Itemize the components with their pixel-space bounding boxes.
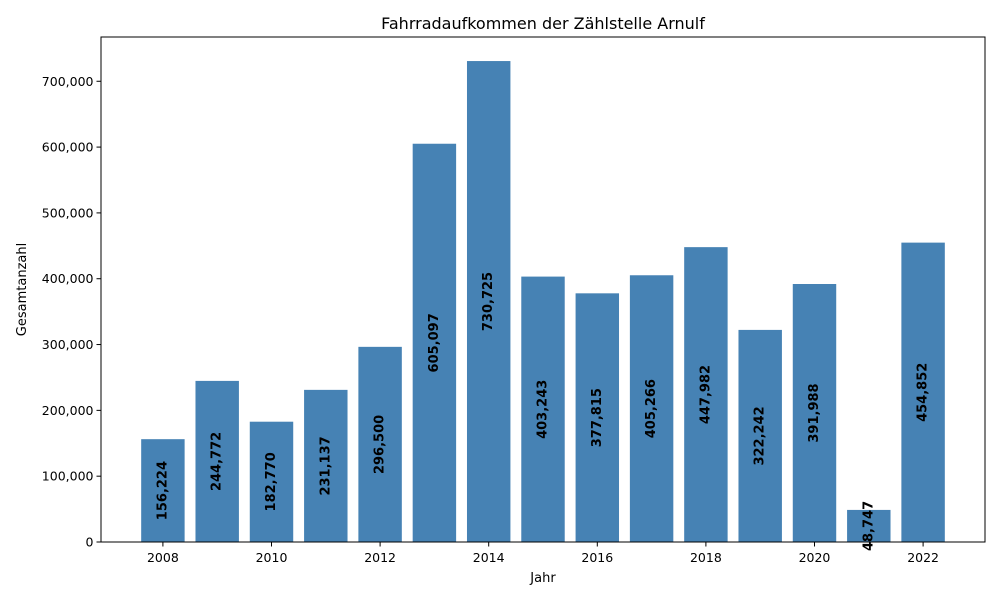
y-tick-label: 200,000: [42, 403, 94, 418]
bar-2009: [195, 380, 239, 542]
x-tick-label: 2012: [364, 550, 396, 565]
x-tick-label: 2018: [690, 550, 722, 565]
x-tick-label: 2022: [907, 550, 939, 565]
x-axis-title: Jahr: [529, 571, 556, 586]
x-tick-label: 2008: [147, 550, 179, 565]
bar-2015: [521, 276, 565, 542]
bar-value-label-2016: 377,815: [590, 388, 605, 447]
bars-group: [141, 61, 945, 543]
bar-value-label-2022: 454,852: [916, 363, 931, 422]
chart-title: Fahrradaufkommen der Zählstelle Arnulf: [381, 14, 705, 33]
bar-2018: [684, 247, 728, 542]
bar-value-label-2021: 48,747: [861, 501, 876, 551]
bar-value-label-2011: 231,137: [318, 436, 333, 495]
bar-value-label-2020: 391,988: [807, 383, 822, 442]
bar-value-label-2008: 156,224: [155, 461, 170, 520]
bar-2011: [304, 389, 348, 542]
bar-value-label-2019: 322,242: [753, 406, 768, 465]
bar-value-label-2017: 405,266: [644, 379, 659, 438]
bar-value-label-2015: 403,243: [536, 380, 551, 439]
plot-area-frame: [100, 36, 986, 543]
bar-labels-group: 156,224 244,772 182,770 231,137 296,500 605,0…: [155, 272, 930, 551]
y-tick-label: 700,000: [42, 74, 94, 89]
bar-2021: [847, 509, 891, 542]
bar-2019: [738, 329, 782, 542]
bar-2020: [792, 283, 837, 542]
bar-2016: [575, 293, 620, 542]
bar-value-label-2012: 296,500: [373, 415, 388, 474]
x-tick-label: 2020: [799, 550, 831, 565]
bar-2008: [141, 439, 185, 542]
bar-2012: [358, 346, 402, 542]
bar-2013: [412, 143, 457, 542]
bar-value-label-2013: 605,097: [427, 313, 442, 372]
x-axis: 2008 2010 2012 2014 2016 2018 2020 2022: [147, 542, 939, 565]
y-tick-label: 0: [86, 535, 94, 550]
x-tick-label: 2014: [473, 550, 505, 565]
bar-2014: [466, 61, 511, 543]
x-tick-label: 2016: [581, 550, 613, 565]
bar-value-label-2009: 244,772: [210, 432, 225, 491]
y-tick-label: 600,000: [42, 140, 94, 155]
y-axis: 0 100,000 200,000 300,000 400,000 500,000 600,…: [42, 74, 101, 550]
y-tick-label: 400,000: [42, 271, 94, 286]
y-tick-label: 500,000: [42, 205, 94, 220]
y-tick-label: 300,000: [42, 337, 94, 352]
bar-2017: [629, 275, 674, 542]
bar-value-label-2018: 447,982: [698, 365, 713, 424]
bar-2010: [249, 421, 294, 542]
y-tick-label: 100,000: [42, 469, 94, 484]
bar-value-label-2014: 730,725: [481, 272, 496, 331]
x-tick-label: 2010: [256, 550, 288, 565]
bar-2022: [901, 242, 945, 542]
y-axis-title: Gesamtanzahl: [15, 243, 30, 336]
bar-value-label-2010: 182,770: [264, 452, 279, 511]
